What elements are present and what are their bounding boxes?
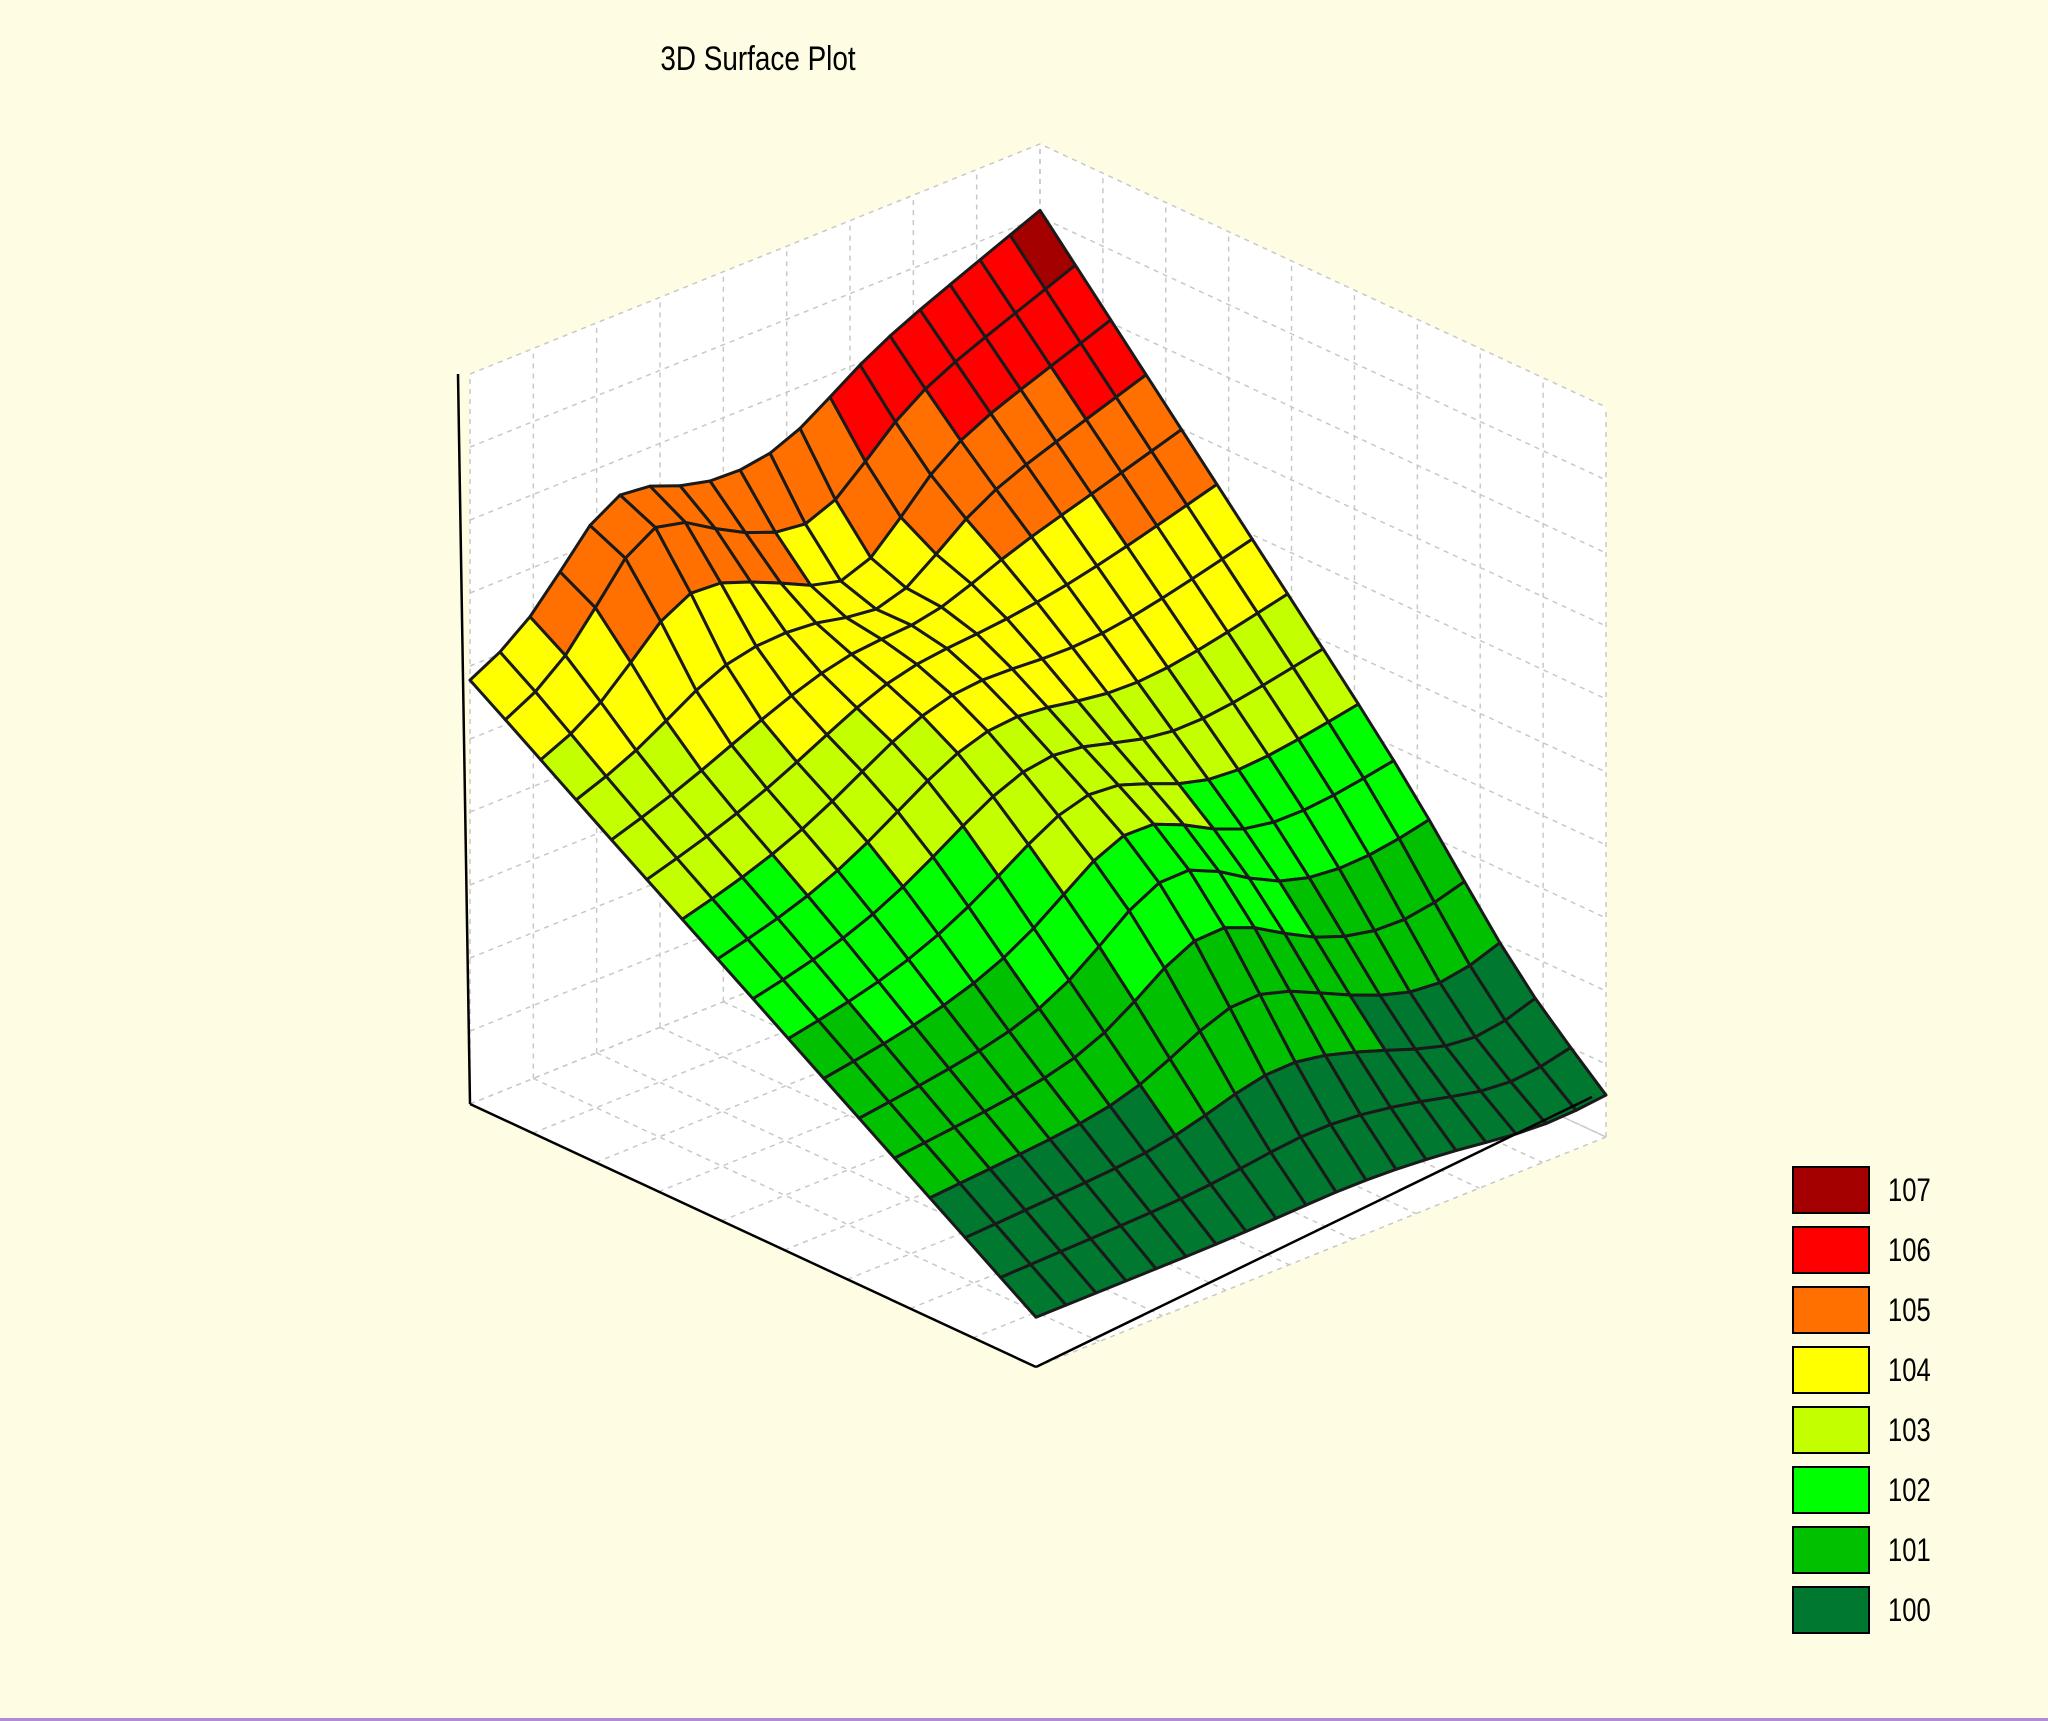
legend-label: 100 [1888, 1592, 1931, 1628]
legend-item: 105 [1792, 1286, 1962, 1336]
legend-swatch [1792, 1586, 1870, 1634]
legend-label: 105 [1888, 1292, 1931, 1328]
floor-grid-line [1035, 1136, 1607, 1368]
legend-swatch [1792, 1466, 1870, 1514]
z-axis-line [456, 373, 472, 1105]
legend-swatch [1792, 1226, 1870, 1274]
legend-item: 106 [1792, 1226, 1962, 1276]
legend-label: 104 [1888, 1352, 1931, 1388]
wall-grid-line [469, 143, 1607, 408]
legend-item: 104 [1792, 1346, 1962, 1396]
legend-label: 103 [1888, 1412, 1931, 1448]
surface-cell [999, 1263, 1068, 1319]
bottom-border [0, 1718, 2048, 1721]
legend-swatch [1792, 1286, 1870, 1334]
legend-swatch [1792, 1526, 1870, 1574]
legend-label: 107 [1888, 1172, 1931, 1208]
legend-item: 100 [1792, 1586, 1962, 1636]
legend-swatch [1792, 1346, 1870, 1394]
legend-label: 101 [1888, 1532, 1931, 1568]
legend-label: 106 [1888, 1232, 1931, 1268]
legend-swatch [1792, 1406, 1870, 1454]
y-axis-line [1035, 1095, 1593, 1369]
floor-grid-line [533, 1077, 1100, 1343]
legend-swatch [1792, 1166, 1870, 1214]
legend-item: 102 [1792, 1466, 1962, 1516]
legend-item: 103 [1792, 1406, 1962, 1456]
legend-item: 101 [1792, 1526, 1962, 1576]
chart-title: 3D Surface Plot [660, 40, 856, 78]
legend-item: 107 [1792, 1166, 1962, 1216]
legend-label: 102 [1888, 1472, 1931, 1508]
x-axis-line [469, 1102, 1037, 1369]
